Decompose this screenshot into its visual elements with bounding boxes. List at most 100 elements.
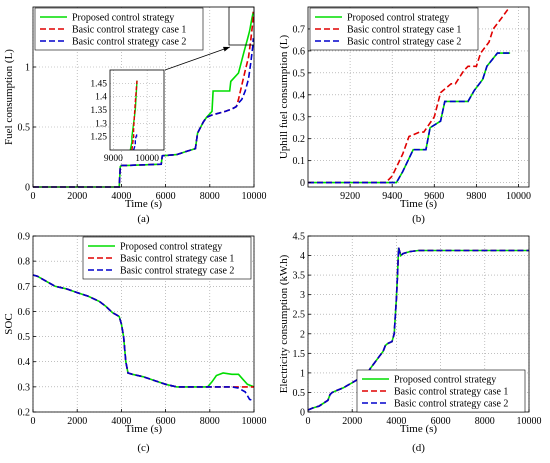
y-tick-label: 2: [300, 329, 305, 340]
panel-2: 9200 9400 9600 9800 10000 0 0.1 0.2 0.3 0.4 0.5 0.6…: [278, 6, 531, 225]
series-line-2: [308, 8, 509, 184]
series-line-2: [33, 11, 255, 188]
legend-entry-1: Proposed control strategy: [347, 13, 449, 24]
y-tick-label: 1.5: [293, 349, 306, 360]
legend-entry-2: Basic control strategy case 1: [120, 254, 234, 265]
x-tick-label: 0: [306, 416, 311, 427]
x-tick-label: 9400: [382, 191, 402, 202]
panel-label: (b): [412, 213, 425, 225]
inset-frame: [109, 69, 165, 151]
y-tick-label: 4.5: [293, 232, 306, 243]
legend-entry-3: Basic control strategy case 2: [72, 37, 186, 48]
legend-entry-1: Proposed control strategy: [72, 13, 174, 24]
x-axis-label: Time (s): [400, 198, 438, 210]
y-tick-label: 0.2: [18, 408, 31, 419]
y-tick-label: 3.5: [293, 271, 306, 282]
y-tick-label: 0.3: [293, 112, 306, 123]
panel-1: 0 2000 4000 6000 8000 10000 0 0.5 1 Time (s) Fuel …: [3, 6, 267, 225]
x-tick-label: 0: [31, 416, 36, 427]
legend-entry-1: Proposed control strategy: [394, 375, 496, 386]
y-tick-label: 0.5: [18, 332, 31, 343]
x-tick-label: 0: [31, 191, 36, 202]
legend-entry-1: Proposed control strategy: [120, 242, 222, 253]
y-tick-label: 1: [300, 368, 305, 379]
legend-entry-2: Basic control strategy case 1: [394, 387, 508, 398]
panel-3: 0 2000 4000 6000 8000 10000 0.2 0.3 0.4 0.5 0.6 0.7…: [3, 232, 267, 455]
legend-entry-3: Basic control strategy case 2: [120, 266, 234, 277]
inset-series-line-3: [132, 133, 138, 151]
x-tick-label: 10000: [242, 416, 267, 427]
x-axis-label: Time (s): [400, 423, 438, 435]
y-tick-label: 2.5: [293, 310, 306, 321]
y-axis-label: Electricity consumption (kW.h): [278, 254, 290, 393]
y-tick-label: 0.5: [18, 123, 31, 134]
x-tick-label: 9600: [424, 191, 444, 202]
series-line-1: [32, 274, 255, 388]
x-tick-label: 6000: [431, 416, 451, 427]
y-tick-label: 0.6: [18, 307, 31, 318]
y-tick-label: 0.4: [293, 90, 306, 101]
inset-y-tick-label: 1.3: [95, 119, 107, 129]
y-tick-label: 0: [300, 178, 305, 189]
x-tick-label: 10000: [242, 191, 267, 202]
y-tick-label: 0: [25, 183, 30, 194]
legend-entry-3: Basic control strategy case 2: [394, 399, 508, 410]
y-axis-label: Uphill fuel consumption (L): [278, 34, 290, 159]
x-tick-label: 10000: [506, 191, 531, 202]
panel-label: (d): [412, 442, 425, 454]
series-line-3: [307, 247, 529, 411]
y-tick-label: 0.7: [18, 282, 31, 293]
x-tick-label: 4000: [386, 416, 406, 427]
legend-entry-2: Basic control strategy case 1: [347, 25, 461, 36]
x-tick-label: 8000: [200, 416, 220, 427]
y-tick-label: 0.7: [293, 24, 306, 35]
legend-entry-2: Basic control strategy case 1: [72, 25, 186, 36]
series-line-3: [33, 38, 255, 188]
y-tick-label: 1: [25, 63, 30, 74]
series-line-1: [308, 52, 511, 184]
y-tick-label: 3: [300, 290, 305, 301]
plot-frame: [32, 235, 255, 413]
panel-4: 0 2000 4000 6000 8000 10000 0 0.5 1 1.5 2 2.5 3 3.5 4 4…: [278, 232, 542, 455]
x-tick-label: 2000: [342, 416, 362, 427]
y-tick-label: 4: [300, 251, 305, 262]
x-tick-label: 4000: [111, 191, 131, 202]
inset-y-tick-label: 1.25: [90, 133, 107, 143]
y-axis-label: Fuel consumption (L): [3, 49, 15, 145]
inset-y-tick-label: 1.45: [90, 79, 107, 89]
x-tick-label: 9200: [340, 191, 360, 202]
y-tick-label: 0: [300, 408, 305, 419]
x-tick-label: 10000: [517, 416, 542, 427]
inset-series-line-2: [131, 80, 138, 151]
zoom-arrow-head: [223, 46, 230, 52]
panel-label: (c): [137, 442, 150, 454]
series-line-3: [308, 52, 511, 184]
x-axis-label: Time (s): [125, 198, 163, 210]
y-tick-label: 0.1: [293, 156, 306, 167]
x-tick-label: 2000: [67, 416, 87, 427]
x-tick-label: 4000: [111, 416, 131, 427]
y-tick-label: 0.9: [18, 232, 31, 243]
inset-y-tick-label: 1.4: [95, 93, 107, 103]
series-line-2: [32, 274, 254, 388]
legend-entry-3: Basic control strategy case 2: [347, 37, 461, 48]
y-tick-label: 0.2: [293, 134, 306, 145]
x-tick-label: 2000: [67, 191, 87, 202]
zoom-region-box: [228, 6, 255, 46]
zoom-arrow: [164, 46, 231, 71]
plot-frame: [307, 6, 530, 188]
y-tick-label: 0.4: [18, 357, 31, 368]
plot-frame: [32, 6, 255, 188]
y-tick-label: 0.8: [18, 257, 31, 268]
inset-zoom: 9000 10000 1.25 1.3 1.35 1.4 1.45: [90, 69, 165, 164]
panel-label: (a): [137, 213, 150, 225]
y-tick-label: 0.3: [18, 382, 31, 393]
inset-x-tick-label: 10000: [135, 154, 159, 164]
series-line-3: [32, 274, 255, 402]
y-tick-label: 0.5: [293, 388, 306, 399]
